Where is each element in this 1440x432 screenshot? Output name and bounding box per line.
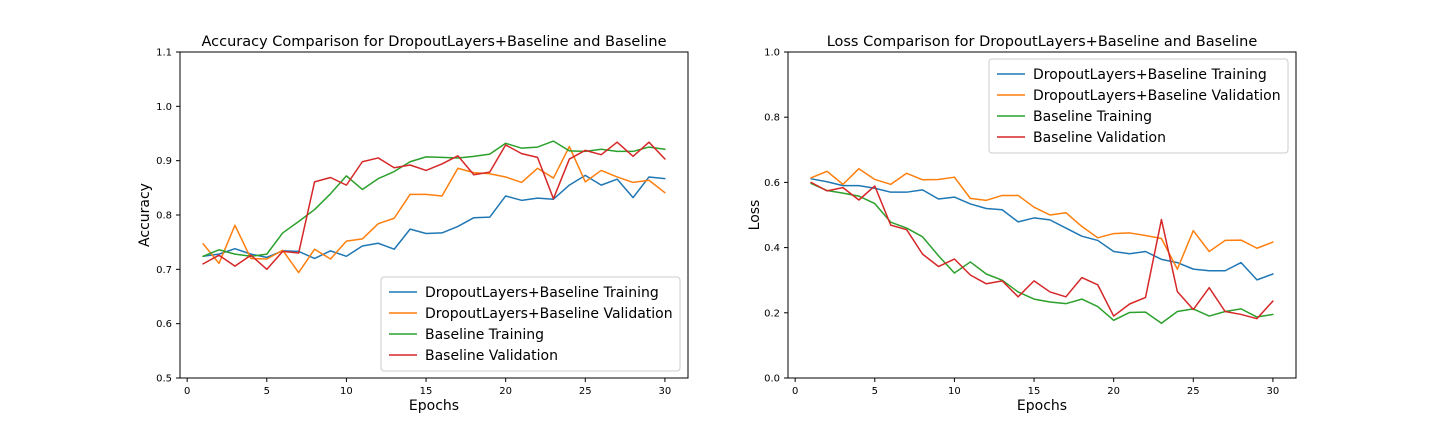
accuracy-y-tick-label: 1.1	[156, 48, 172, 59]
loss-x-axis-label: Epochs	[1017, 398, 1067, 414]
loss-x-tick-label: 15	[1028, 386, 1041, 397]
accuracy-y-tick-label: 0.5	[156, 374, 172, 385]
loss-axes-frame	[787, 51, 1297, 379]
loss-legend-label-0: DropoutLayers+Baseline Training	[1033, 67, 1267, 83]
loss-series-line-1	[810, 167, 1274, 270]
loss-legend-label-1: DropoutLayers+Baseline Validation	[1033, 88, 1281, 104]
accuracy-legend-label-0: DropoutLayers+Baseline Training	[425, 285, 659, 301]
accuracy-legend-label-1: DropoutLayers+Baseline Validation	[425, 306, 673, 322]
loss-legend-label-3: Baseline Validation	[1033, 130, 1166, 146]
accuracy-x-tick-label: 0	[184, 386, 190, 397]
accuracy-y-tick-label: 1.0	[156, 102, 172, 113]
accuracy-legend-label-2: Baseline Training	[425, 327, 544, 343]
accuracy-x-tick-label: 20	[499, 386, 512, 397]
accuracy-chart: Accuracy Comparison for DropoutLayers+Ba…	[137, 34, 689, 414]
accuracy-y-tick-label: 0.9	[156, 156, 172, 167]
loss-y-axis-label: Loss	[747, 200, 763, 231]
loss-x-tick-label: 0	[792, 386, 798, 397]
accuracy-x-tick-label: 5	[264, 386, 270, 397]
accuracy-legend-box	[380, 276, 681, 372]
accuracy-y-tick-label: 0.8	[156, 211, 172, 222]
loss-legend-box	[988, 58, 1289, 154]
accuracy-chart-title: Accuracy Comparison for DropoutLayers+Ba…	[202, 34, 667, 50]
loss-y-tick-label: 0.8	[764, 113, 780, 124]
loss-y-tick-label: 1.0	[764, 48, 780, 59]
accuracy-legend: DropoutLayers+Baseline Training DropoutLa…	[380, 276, 681, 372]
accuracy-plot-area: 0 5 10 15 20 25 30 0.5 0.6 0.7 0.8 0.9 1.0 1.1 Dropout…	[156, 48, 689, 397]
loss-y-tick-label: 0.0	[764, 374, 780, 385]
accuracy-y-tick-label: 0.6	[156, 319, 172, 330]
accuracy-x-tick-label: 10	[340, 386, 353, 397]
loss-series-line-0	[810, 178, 1274, 281]
accuracy-series-line-3	[202, 141, 666, 271]
loss-chart-title: Loss Comparison for DropoutLayers+Baseli…	[827, 34, 1258, 50]
accuracy-series-line-1	[202, 145, 666, 274]
accuracy-y-axis-label: Accuracy	[137, 183, 153, 247]
loss-y-tick-label: 0.2	[764, 308, 780, 319]
loss-y-tick-label: 0.4	[764, 243, 780, 254]
loss-x-tick-label: 5	[872, 386, 878, 397]
loss-x-tick-label: 30	[1267, 386, 1280, 397]
loss-legend-label-2: Baseline Training	[1033, 109, 1152, 125]
loss-series-line-3	[810, 181, 1274, 320]
loss-x-tick-label: 20	[1107, 386, 1120, 397]
accuracy-x-tick-label: 15	[420, 386, 433, 397]
loss-x-tick-label: 25	[1187, 386, 1200, 397]
accuracy-legend-label-3: Baseline Validation	[425, 348, 558, 364]
accuracy-x-axis-label: Epochs	[409, 398, 459, 414]
loss-plot-area: 0 5 10 15 20 25 30 0.0 0.2 0.4 0.6 0.8 1.0 DropoutLay…	[764, 48, 1297, 397]
loss-legend: DropoutLayers+Baseline Training DropoutLa…	[988, 58, 1289, 154]
loss-x-tick-label: 10	[948, 386, 961, 397]
loss-chart: Loss Comparison for DropoutLayers+Baseli…	[747, 34, 1297, 414]
accuracy-y-tick-label: 0.7	[156, 265, 172, 276]
loss-y-tick-label: 0.6	[764, 178, 780, 189]
accuracy-x-tick-label: 30	[659, 386, 672, 397]
accuracy-x-tick-label: 25	[579, 386, 592, 397]
